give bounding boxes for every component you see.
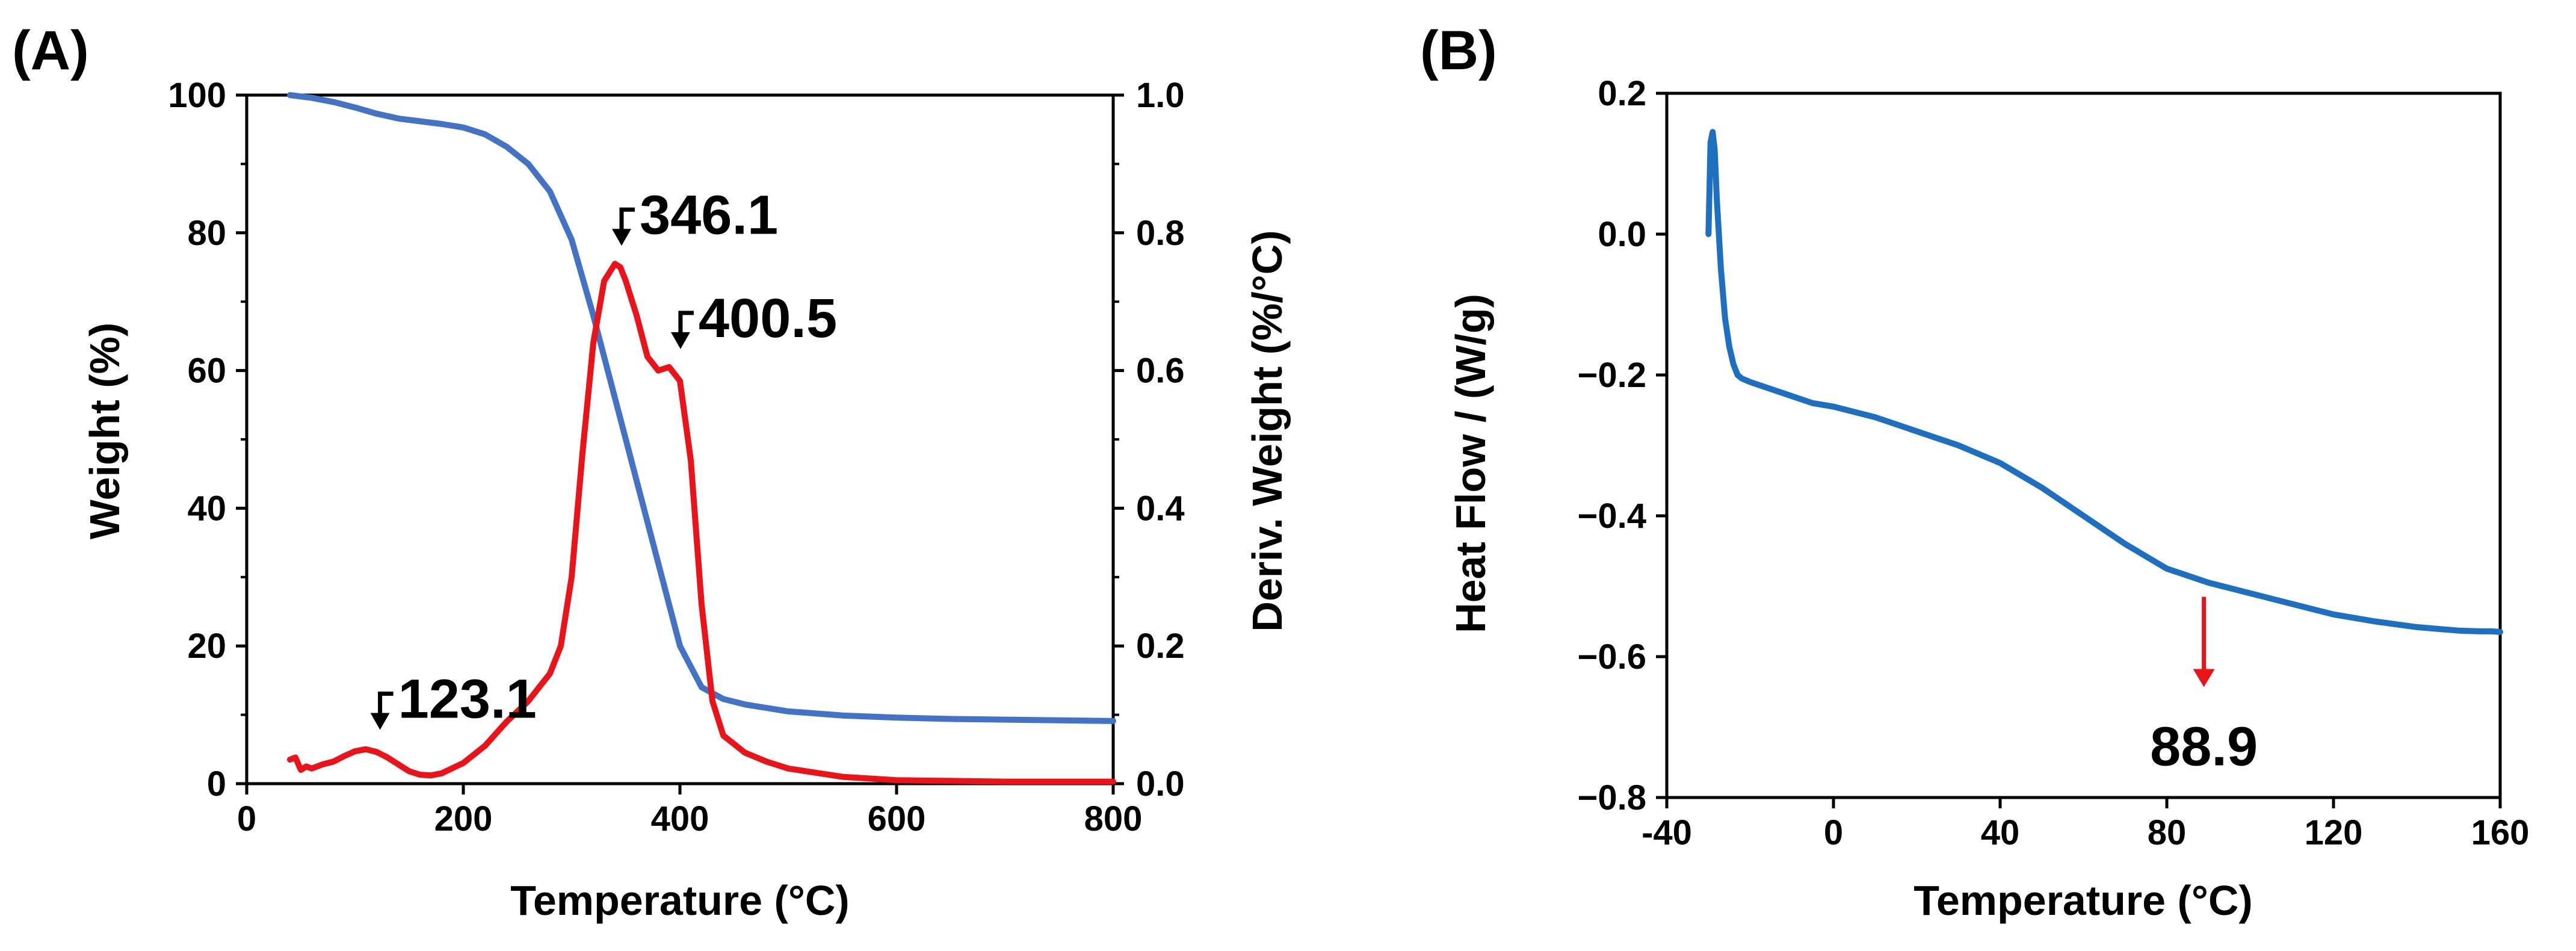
annotation-arrow <box>619 207 635 232</box>
plot-frame <box>1665 91 2502 799</box>
x-tick-label: 40 <box>1981 813 2020 852</box>
annotation-arrow-head <box>670 332 690 349</box>
y-tick-label: 20 <box>187 627 226 666</box>
x-tick-label: 80 <box>2148 813 2187 852</box>
y-tick-label: −0.8 <box>1578 778 1647 817</box>
x-tick-label: 160 <box>2471 813 2530 852</box>
panel-b-plot: -40 0 40 80 120 160 −0.8 −0.6 −0.4 −0.2 0.0 0.2 88.9 <box>1578 74 2530 852</box>
annotation-arrow <box>378 692 394 716</box>
y-tick-label: 0.0 <box>1598 215 1646 254</box>
y-tick-label: 100 <box>168 76 226 115</box>
panel-b-x-axis-title: Temperature (°C) <box>1913 877 2252 924</box>
y2-tick-label: 0.4 <box>1136 489 1185 528</box>
y-tick-label: 60 <box>187 352 226 391</box>
y2-tick-label: 0.8 <box>1136 214 1185 253</box>
y-tick-label: 40 <box>187 489 226 528</box>
annotation-label: 88.9 <box>2150 716 2258 778</box>
panel-a-plot: 0 200 400 600 800 0 20 40 60 80 100 0.0 0.2 0.4 0.6 0.8… <box>168 76 1184 838</box>
x-tick-label: 0 <box>237 799 256 838</box>
y-tick-label: −0.2 <box>1578 356 1647 395</box>
series-line-weight <box>287 92 1116 724</box>
x-tick-label: 200 <box>434 799 493 838</box>
y2-tick-label: 0.6 <box>1136 352 1185 391</box>
y-tick-label: 80 <box>187 214 226 253</box>
panel-a-x-axis-title: Temperature (°C) <box>510 877 849 924</box>
y2-tick-label: 1.0 <box>1136 76 1185 115</box>
y-tick-label: 0 <box>207 764 226 804</box>
x-tick-label: 400 <box>651 799 709 838</box>
x-tick-label: 0 <box>1824 813 1843 852</box>
panel-a-label: (A) <box>12 20 89 81</box>
panel-b-y-axis-title: Heat Flow / (W/g) <box>1447 294 1494 633</box>
x-tick-label: -40 <box>1642 813 1692 852</box>
annotation-label: 123.1 <box>398 669 537 730</box>
y-tick-label: −0.6 <box>1578 637 1647 677</box>
annotation-arrow-head <box>2193 669 2215 687</box>
x-tick-label: 800 <box>1084 799 1143 838</box>
series-line-deriv-weight <box>287 261 1116 785</box>
y2-tick-label: 0.2 <box>1136 627 1185 666</box>
annotation-arrow-head <box>370 713 390 730</box>
y-tick-label: 0.2 <box>1598 74 1646 113</box>
panel-b-label: (B) <box>1420 20 1497 81</box>
annotation-arrow-head <box>611 229 631 246</box>
panel-a-y-axis-title: Weight (%) <box>81 323 128 539</box>
series-line-heat-flow <box>1705 129 2503 635</box>
y-tick-label: −0.4 <box>1578 497 1647 536</box>
panel-a-y2-axis-title: Deriv. Weight (%/°C) <box>1244 230 1291 631</box>
panel-a: (A) 0 200 400 600 800 0 20 40 60 80 100 0.0 0.2 0.4 0.… <box>12 20 1291 924</box>
y2-tick-label: 0.0 <box>1136 764 1185 804</box>
annotation-arrow <box>678 311 694 335</box>
annotation-label: 400.5 <box>699 288 837 349</box>
x-tick-label: 600 <box>868 799 926 838</box>
panel-b: (B) -40 0 40 80 120 160 −0.8 −0.6 −0.4 −0.2 0.0 0.2… <box>1420 20 2529 924</box>
annotation-label: 346.1 <box>640 184 778 246</box>
x-tick-label: 120 <box>2305 813 2363 852</box>
